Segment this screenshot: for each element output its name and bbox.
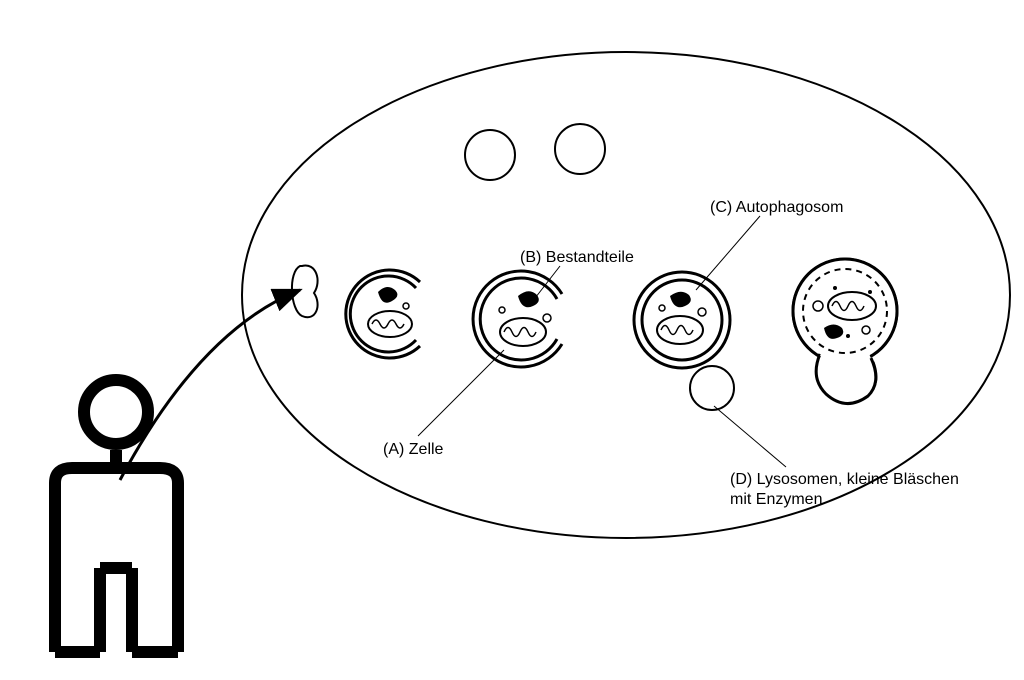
cargo-blob-2: [518, 291, 539, 307]
stage-3-autophagosome: [634, 272, 730, 368]
person-icon: [55, 380, 178, 652]
label-d: (D) Lysosomen, kleine Bläschen mit Enzym…: [730, 470, 970, 510]
mitochondrion-3: [657, 316, 703, 344]
autophagy-diagram-svg: [0, 0, 1024, 680]
vesicle-top-2: [555, 124, 605, 174]
mitochondrion-4: [828, 292, 876, 320]
label-b: (B) Bestandteile: [520, 248, 634, 268]
diagram-stage: (A) Zelle (B) Bestandteile (C) Autophago…: [0, 0, 1024, 680]
cargo-blob-3: [670, 292, 691, 308]
stage-1-phagophore: [346, 270, 420, 358]
leader-c: [696, 216, 760, 290]
label-c: (C) Autophagosom: [710, 198, 843, 218]
pointer-arrow: [120, 290, 300, 480]
cargo-blob-1: [378, 287, 397, 303]
stage-4-autolysosome: [793, 259, 897, 404]
mitochondrion-2: [500, 318, 546, 346]
stage-2-phagophore: [473, 271, 562, 367]
lysosome-vesicle: [690, 366, 734, 410]
leader-a: [418, 350, 504, 436]
mitochondrion-1: [368, 311, 412, 337]
leader-d: [714, 406, 786, 467]
label-a: (A) Zelle: [383, 440, 443, 460]
vesicle-top-1: [465, 130, 515, 180]
